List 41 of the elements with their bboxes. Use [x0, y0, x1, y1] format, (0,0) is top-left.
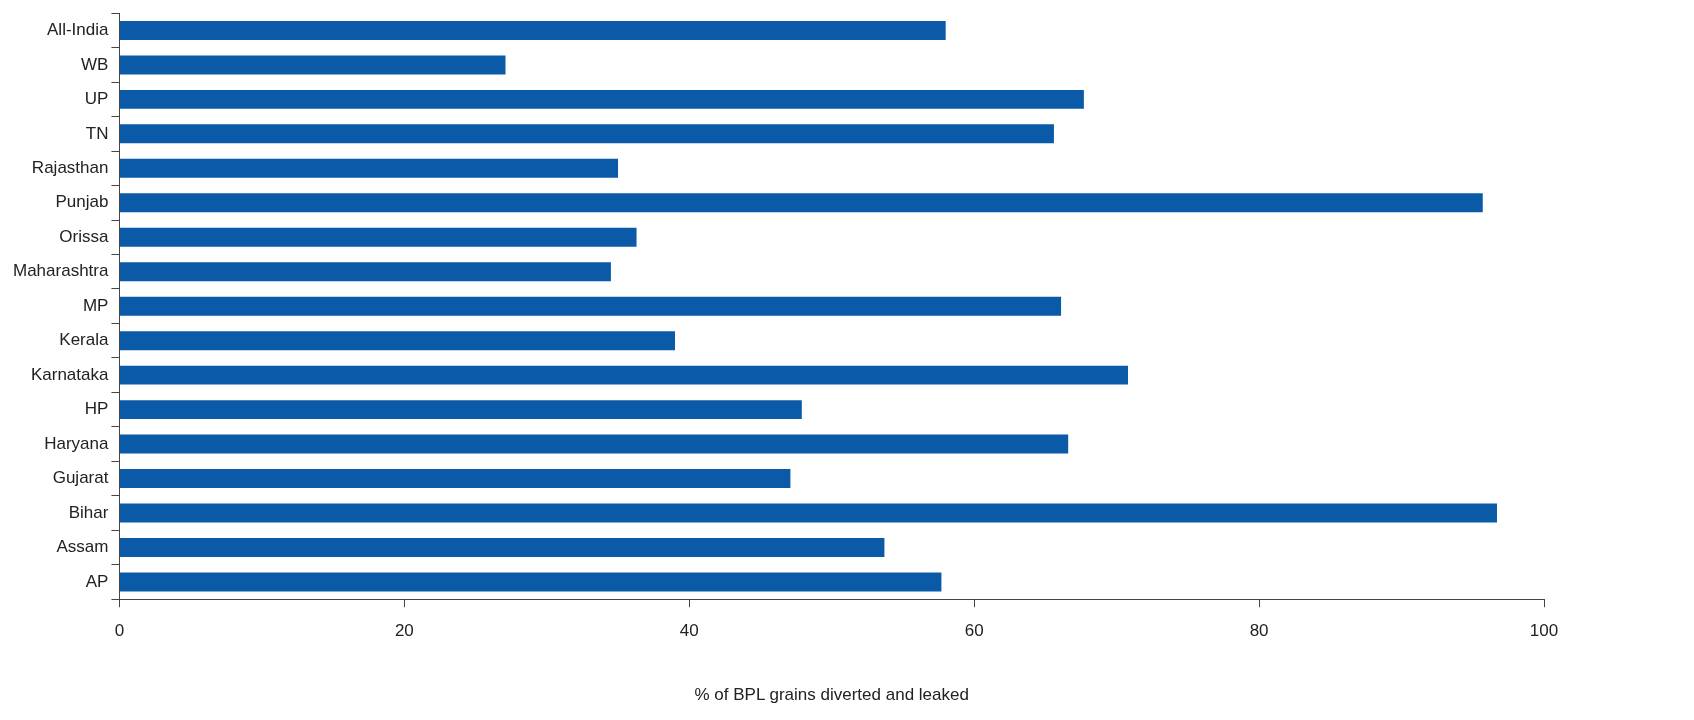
y-tick-label: Maharashtra — [13, 261, 109, 281]
bar — [119, 89, 1084, 109]
y-tick-label: MP — [82, 295, 109, 315]
x-tick-label: 80 — [1249, 621, 1269, 641]
y-tick-label: TN — [85, 123, 109, 143]
y-tick-label: Punjab — [55, 192, 109, 212]
bar — [119, 365, 1129, 385]
bar — [119, 503, 1497, 523]
bar — [119, 20, 946, 40]
y-tick-label: WB — [81, 54, 109, 74]
y-tick-label: UP — [84, 89, 109, 109]
bar — [119, 124, 1054, 144]
y-tick-label: Kerala — [59, 330, 109, 350]
bar — [119, 262, 611, 282]
bar — [119, 55, 506, 75]
bar — [119, 572, 942, 592]
bar — [119, 227, 637, 247]
x-tick-label: 60 — [964, 621, 984, 641]
bar — [119, 469, 791, 489]
bar — [119, 158, 619, 178]
y-tick-label: AP — [85, 571, 109, 591]
y-tick-label: Haryana — [44, 433, 109, 453]
x-tick-label: 40 — [679, 621, 699, 641]
bar — [119, 193, 1483, 213]
y-tick-label: Orissa — [59, 226, 109, 246]
y-tick-label: Karnataka — [30, 364, 109, 384]
y-tick-label: HP — [84, 399, 109, 419]
bar — [119, 538, 885, 557]
y-tick-label: Gujarat — [52, 468, 109, 488]
x-axis-title: % of BPL grains diverted and leaked — [694, 685, 969, 705]
x-tick-label: 100 — [1529, 621, 1559, 641]
bar — [119, 434, 1069, 454]
x-tick-label: 0 — [114, 621, 125, 641]
y-tick-label: All-India — [47, 20, 109, 40]
bar — [119, 400, 802, 420]
y-tick-label: Bihar — [68, 502, 109, 522]
bar — [119, 331, 676, 351]
x-tick-label: 20 — [394, 621, 414, 641]
bar — [119, 296, 1062, 316]
y-tick-label: Rajasthan — [31, 158, 109, 178]
y-tick-label: Assam — [56, 537, 109, 557]
